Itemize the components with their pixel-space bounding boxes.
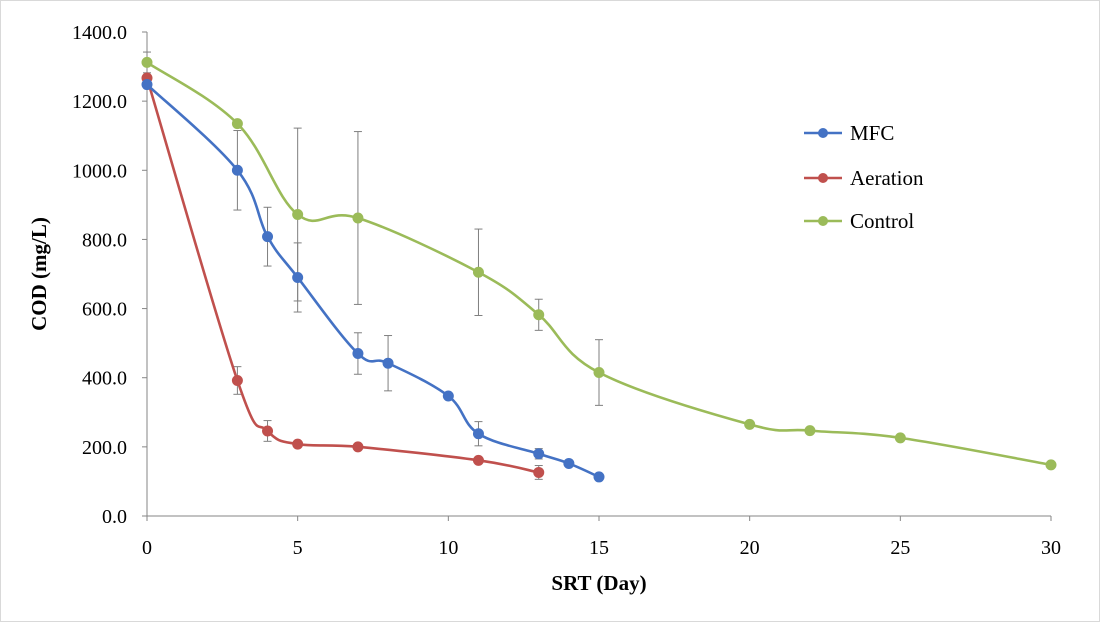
y-tick-label: 0.0 <box>102 506 127 528</box>
control-point <box>593 367 605 379</box>
mfc-line <box>146 83 600 479</box>
x-tick-label: 15 <box>589 537 609 559</box>
x-tick-label: 30 <box>1041 537 1061 559</box>
y-tick-label: 400.0 <box>82 368 127 390</box>
y-tick-label: 1400.0 <box>72 22 127 44</box>
mfc-point <box>292 271 304 283</box>
mfc-point <box>593 471 605 483</box>
axes: 0.0 200.0 400.0 600.0 800.0 1000.0 1200.0 1400.… <box>72 22 1061 559</box>
mfc-point <box>382 357 394 369</box>
aeration-point <box>472 454 484 466</box>
mfc-point <box>262 231 274 243</box>
x-tick-label: 25 <box>890 537 910 559</box>
x-tick-label: 5 <box>293 537 303 559</box>
mfc-point <box>141 79 153 91</box>
y-tick-label: 600.0 <box>82 299 127 321</box>
mfc-point <box>533 448 545 460</box>
legend: MFC Aeration Control <box>804 121 924 233</box>
aeration-point <box>292 438 304 450</box>
series-markers <box>141 56 1057 483</box>
mfc-point <box>231 164 243 176</box>
x-axis-title: SRT (Day) <box>551 571 646 595</box>
control-point <box>804 425 816 437</box>
mfc-point <box>352 348 364 360</box>
y-tick-label: 1000.0 <box>72 160 127 182</box>
aeration-line <box>145 77 539 474</box>
control-point <box>352 212 364 224</box>
control-point <box>472 266 484 278</box>
mfc-point <box>472 428 484 440</box>
legend-aeration-marker <box>818 173 828 183</box>
legend-mfc-marker <box>818 128 828 138</box>
control-point <box>744 418 756 430</box>
mfc-point <box>442 390 454 402</box>
series-lines <box>145 61 1052 479</box>
aeration-point <box>533 466 545 478</box>
y-axis-title: COD (mg/L) <box>27 217 51 331</box>
control-point <box>231 118 243 130</box>
aeration-point <box>231 374 243 386</box>
x-tick-label: 20 <box>740 537 760 559</box>
legend-aeration-label: Aeration <box>850 166 924 190</box>
x-tick-label: 10 <box>438 537 458 559</box>
control-point <box>141 56 153 68</box>
control-point <box>533 309 545 321</box>
y-tick-label: 1200.0 <box>72 91 127 113</box>
aeration-point <box>352 441 364 453</box>
control-point <box>292 209 304 221</box>
y-tick-label: 800.0 <box>82 229 127 251</box>
aeration-point <box>262 425 274 437</box>
control-point <box>894 432 906 444</box>
y-tick-label: 200.0 <box>82 437 127 459</box>
legend-control-label: Control <box>850 209 914 233</box>
mfc-point <box>563 457 575 469</box>
x-tick-label: 0 <box>142 537 152 559</box>
legend-control-marker <box>818 216 828 226</box>
control-point <box>1045 459 1057 471</box>
error-bars <box>143 51 603 480</box>
legend-mfc-label: MFC <box>850 121 894 145</box>
